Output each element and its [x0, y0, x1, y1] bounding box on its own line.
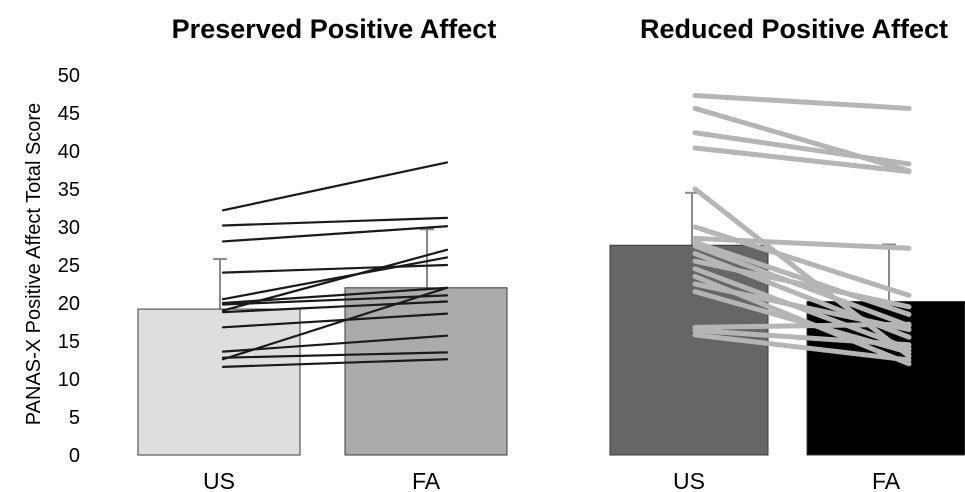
y-tick-label: 35 — [58, 179, 80, 201]
participant-line — [221, 334, 449, 353]
participant-line — [692, 258, 912, 310]
participant-line — [692, 321, 912, 330]
y-tick-label: 30 — [58, 217, 80, 239]
participant-line — [221, 286, 449, 361]
participant-line — [221, 286, 449, 305]
participant-line — [221, 351, 449, 359]
y-tick-label: 40 — [58, 141, 80, 163]
participant-line — [221, 263, 449, 274]
category-label: FA — [412, 468, 441, 492]
participant-line — [692, 332, 912, 363]
y-tick-label: 0 — [69, 445, 80, 467]
participant-line — [221, 300, 449, 314]
participant-line — [692, 186, 912, 359]
participant-line — [221, 216, 449, 227]
panel-2: Reduced Positive Affect US FA — [609, 14, 965, 492]
participant-line — [692, 281, 912, 333]
bar-us — [137, 308, 301, 456]
category-label: US — [203, 468, 235, 492]
participant-line — [221, 294, 449, 306]
participant-line — [221, 358, 449, 368]
participant-line — [692, 130, 912, 167]
y-tick-label: 45 — [58, 103, 80, 125]
participant-line — [692, 327, 912, 348]
bar-us — [609, 244, 769, 456]
y-tick-label: 25 — [58, 255, 80, 277]
panel-1: Preserved Positive Affect US FA — [137, 14, 508, 492]
y-axis-ticks: 0 5 10 15 20 25 30 35 40 45 50 — [58, 65, 80, 467]
y-axis-label: PANAS-X Positive Affect Total Score — [23, 103, 45, 425]
y-tick-label: 20 — [58, 293, 80, 315]
y-tick-label: 5 — [69, 407, 80, 429]
category-label: US — [673, 468, 705, 492]
participant-line — [692, 239, 912, 317]
y-tick-label: 15 — [58, 331, 80, 353]
participant-line — [692, 235, 912, 251]
participant-line — [221, 256, 449, 301]
participant-line — [692, 93, 912, 111]
participant-line — [221, 161, 449, 212]
panel-title: Preserved Positive Affect — [172, 14, 497, 44]
participant-line — [221, 312, 449, 329]
participant-line — [221, 225, 449, 243]
y-tick-label: 10 — [58, 369, 80, 391]
participant-line — [692, 145, 912, 175]
category-label: FA — [872, 468, 901, 492]
y-tick-label: 50 — [58, 65, 80, 87]
panel-title: Reduced Positive Affect — [640, 14, 948, 44]
